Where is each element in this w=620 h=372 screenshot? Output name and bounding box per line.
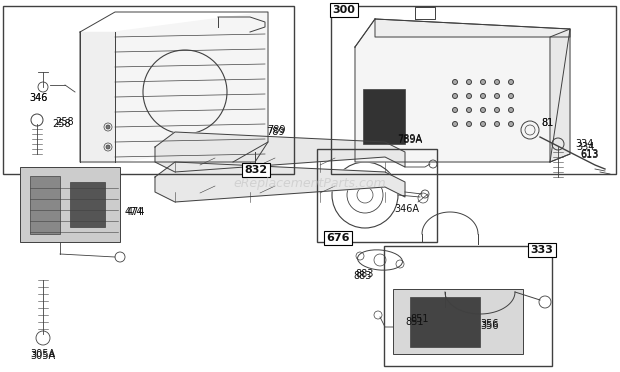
Text: 676: 676 xyxy=(326,233,350,243)
Text: eReplacementParts.com: eReplacementParts.com xyxy=(234,177,386,190)
Circle shape xyxy=(508,108,513,112)
Polygon shape xyxy=(80,32,115,162)
Text: 789A: 789A xyxy=(397,135,423,145)
Polygon shape xyxy=(355,19,570,162)
Text: 305A: 305A xyxy=(30,349,56,359)
Text: 356: 356 xyxy=(480,319,499,329)
Polygon shape xyxy=(155,132,405,172)
Text: 789: 789 xyxy=(267,125,285,135)
Bar xyxy=(20,167,120,242)
Circle shape xyxy=(480,122,485,126)
Text: 883: 883 xyxy=(356,269,374,279)
Bar xyxy=(384,246,552,366)
Text: 334: 334 xyxy=(575,139,593,149)
Text: 613: 613 xyxy=(581,149,599,159)
Text: 613: 613 xyxy=(581,150,599,160)
Circle shape xyxy=(495,108,500,112)
Text: 474: 474 xyxy=(127,207,146,217)
Bar xyxy=(30,176,60,234)
Bar xyxy=(331,6,616,174)
Circle shape xyxy=(466,108,471,112)
Circle shape xyxy=(453,93,458,99)
Text: 333: 333 xyxy=(531,245,554,255)
Text: 883: 883 xyxy=(354,271,372,281)
Text: 474: 474 xyxy=(125,207,143,217)
Text: 258: 258 xyxy=(55,117,74,127)
Circle shape xyxy=(508,122,513,126)
Polygon shape xyxy=(375,19,570,37)
Text: 789: 789 xyxy=(266,127,284,137)
Circle shape xyxy=(466,80,471,84)
Circle shape xyxy=(453,108,458,112)
Text: 346A: 346A xyxy=(394,204,420,214)
Bar xyxy=(363,89,405,144)
Text: 81: 81 xyxy=(541,118,553,128)
Circle shape xyxy=(495,80,500,84)
Circle shape xyxy=(480,80,485,84)
Circle shape xyxy=(106,125,110,129)
Text: 832: 832 xyxy=(244,165,268,175)
Circle shape xyxy=(495,122,500,126)
Circle shape xyxy=(453,80,458,84)
Text: 334: 334 xyxy=(576,142,595,152)
Bar xyxy=(317,149,437,242)
Circle shape xyxy=(495,93,500,99)
Circle shape xyxy=(480,93,485,99)
Bar xyxy=(410,297,480,347)
Text: 356: 356 xyxy=(480,321,499,331)
Circle shape xyxy=(508,80,513,84)
Bar xyxy=(3,6,294,174)
Text: 305A: 305A xyxy=(30,351,56,361)
Circle shape xyxy=(466,93,471,99)
Bar xyxy=(70,182,105,227)
Polygon shape xyxy=(550,29,570,162)
Circle shape xyxy=(466,122,471,126)
Circle shape xyxy=(480,108,485,112)
Circle shape xyxy=(453,122,458,126)
Polygon shape xyxy=(155,162,405,202)
Text: 81: 81 xyxy=(542,118,554,128)
Text: 300: 300 xyxy=(332,5,355,15)
Text: 258: 258 xyxy=(52,119,71,129)
Circle shape xyxy=(106,145,110,149)
Bar xyxy=(393,289,523,354)
Text: 346: 346 xyxy=(29,93,47,103)
Text: 346: 346 xyxy=(29,93,47,103)
Text: 851: 851 xyxy=(405,317,424,327)
Circle shape xyxy=(508,93,513,99)
Polygon shape xyxy=(115,12,268,162)
Text: 851: 851 xyxy=(410,314,429,324)
Text: 789A: 789A xyxy=(397,134,423,144)
